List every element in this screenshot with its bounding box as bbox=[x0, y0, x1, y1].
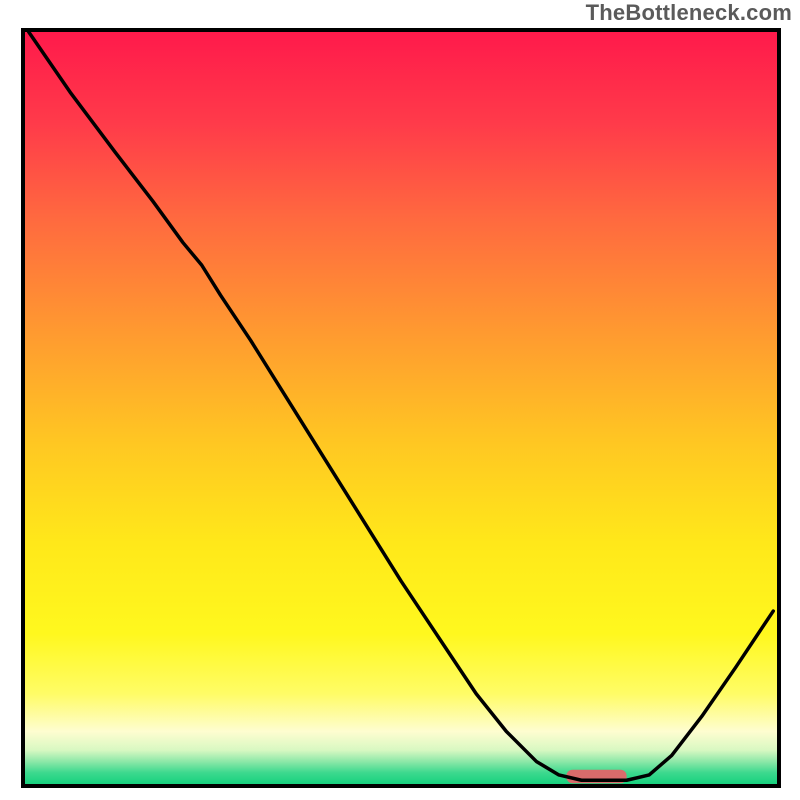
bottleneck-chart bbox=[0, 0, 800, 800]
chart-background bbox=[25, 32, 777, 784]
